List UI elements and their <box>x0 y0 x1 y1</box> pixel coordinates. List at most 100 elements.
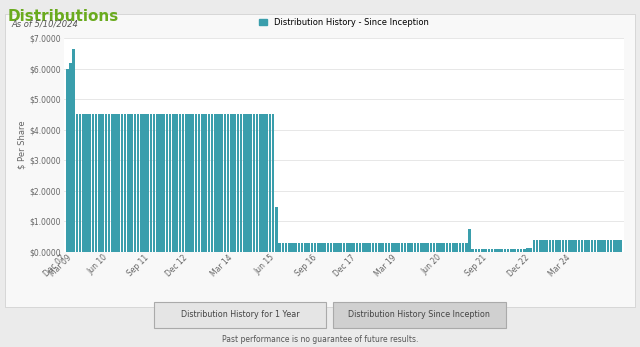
Bar <box>613 240 616 252</box>
Bar <box>433 243 435 252</box>
Bar <box>365 243 368 252</box>
Bar <box>92 115 94 252</box>
Bar <box>391 243 394 252</box>
Bar <box>140 115 143 252</box>
Bar <box>121 115 124 252</box>
Bar <box>465 243 468 252</box>
Bar <box>111 115 113 252</box>
Bar <box>375 243 378 252</box>
Bar <box>108 115 110 252</box>
Bar <box>95 115 97 252</box>
Bar <box>600 240 603 252</box>
Bar <box>188 115 191 252</box>
Bar <box>459 243 461 252</box>
Bar <box>462 243 465 252</box>
Bar <box>429 243 432 252</box>
Bar <box>240 115 243 252</box>
Bar <box>278 243 281 252</box>
Bar <box>150 115 152 252</box>
Bar <box>610 240 612 252</box>
Text: Distribution History for 1 Year: Distribution History for 1 Year <box>180 311 300 319</box>
Bar <box>159 115 162 252</box>
Bar <box>494 249 497 252</box>
Bar <box>294 243 297 252</box>
Bar <box>127 115 130 252</box>
Bar <box>156 115 159 252</box>
Bar <box>272 115 275 252</box>
Bar <box>185 115 188 252</box>
Bar <box>288 243 291 252</box>
Bar <box>326 243 329 252</box>
Bar <box>220 115 223 252</box>
Bar <box>304 243 307 252</box>
Bar <box>211 115 213 252</box>
Bar <box>333 243 335 252</box>
Bar <box>572 240 574 252</box>
Bar <box>500 249 503 252</box>
Bar <box>237 115 239 252</box>
Bar <box>478 249 481 252</box>
Bar <box>250 115 252 252</box>
Bar <box>198 115 200 252</box>
Bar <box>259 115 262 252</box>
Bar <box>359 243 362 252</box>
Bar <box>372 243 374 252</box>
Bar <box>584 240 587 252</box>
Bar <box>526 248 529 252</box>
Bar <box>439 243 442 252</box>
Bar <box>243 115 246 252</box>
Bar <box>539 240 541 252</box>
Bar <box>314 243 316 252</box>
Bar <box>594 240 596 252</box>
Bar <box>558 240 561 252</box>
Legend: Distribution History - Since Inception: Distribution History - Since Inception <box>256 15 432 30</box>
Bar <box>397 243 400 252</box>
Bar <box>195 115 197 252</box>
Bar <box>349 243 352 252</box>
Bar <box>353 243 355 252</box>
Bar <box>388 243 390 252</box>
Bar <box>381 243 384 252</box>
Bar <box>426 243 429 252</box>
Bar <box>472 249 474 252</box>
Bar <box>207 115 210 252</box>
Bar <box>72 49 75 252</box>
Bar <box>137 115 140 252</box>
Bar <box>104 115 107 252</box>
Bar <box>597 240 600 252</box>
Bar <box>385 243 387 252</box>
Bar <box>317 243 319 252</box>
Bar <box>307 243 310 252</box>
Bar <box>404 243 406 252</box>
Bar <box>445 243 448 252</box>
Bar <box>266 115 268 252</box>
Bar <box>552 240 554 252</box>
Bar <box>410 243 413 252</box>
Bar <box>76 115 78 252</box>
Bar <box>555 240 557 252</box>
Bar <box>134 115 136 252</box>
Bar <box>581 240 584 252</box>
Bar <box>217 115 220 252</box>
Bar <box>101 115 104 252</box>
Bar <box>507 249 509 252</box>
Bar <box>436 243 438 252</box>
Bar <box>484 249 487 252</box>
Bar <box>201 115 204 252</box>
Bar <box>378 243 381 252</box>
Bar <box>310 243 313 252</box>
Bar <box>604 240 606 252</box>
Bar <box>607 240 609 252</box>
Bar <box>191 115 194 252</box>
Bar <box>143 115 146 252</box>
Bar <box>369 243 371 252</box>
Bar <box>166 115 168 252</box>
Bar <box>79 115 81 252</box>
Bar <box>401 243 403 252</box>
Bar <box>532 240 535 252</box>
Bar <box>298 243 300 252</box>
Bar <box>339 243 342 252</box>
Bar <box>542 240 545 252</box>
Bar <box>568 240 571 252</box>
Bar <box>616 240 619 252</box>
